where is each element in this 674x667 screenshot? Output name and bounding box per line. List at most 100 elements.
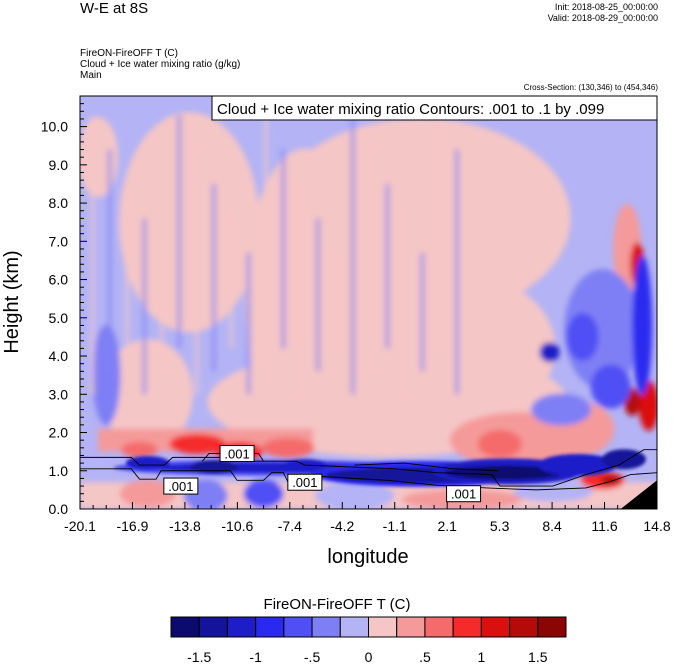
x-tick-label: -10.6 <box>221 518 253 534</box>
x-axis: -20.1 -16.9 -13.8 -10.6 -7.4 -4.2 -1.1 2.1 5.3 8.… <box>64 502 671 534</box>
y-tick-label: 3.0 <box>49 386 69 402</box>
field-streak <box>367 149 373 372</box>
contour-label-box <box>446 485 482 503</box>
field-streak <box>194 149 200 395</box>
field-streak <box>246 252 252 395</box>
colorbar-segment <box>283 616 313 638</box>
contour-line <box>354 462 499 472</box>
colorbar-tick-label: -1 <box>249 649 262 665</box>
field-streak <box>263 115 269 372</box>
field-streak <box>141 218 147 395</box>
y-tick-label: 2.0 <box>49 425 69 441</box>
x-tick-label: -20.1 <box>64 518 96 534</box>
y-tick-label: 1.0 <box>49 463 69 479</box>
x-axis-label: longitude <box>327 546 408 568</box>
contour-label-box <box>219 445 255 463</box>
field-patch <box>444 465 565 480</box>
field-patch <box>632 255 653 396</box>
field-patch <box>121 441 158 458</box>
field-streak <box>350 115 356 395</box>
field-streak <box>176 115 182 349</box>
colorbar-segment <box>339 616 369 638</box>
colorbar-segment <box>255 616 285 638</box>
x-tick-label: 8.4 <box>542 518 562 534</box>
contour-labels: .001 .001 .001 .001 <box>163 445 482 503</box>
y-tick-label: 7.0 <box>49 233 69 249</box>
contour-label-box <box>287 473 323 491</box>
cross-section-label: Cross-Section: (130,346) to (454,346) <box>523 83 658 92</box>
field-patch <box>169 433 226 454</box>
contour-label-box <box>163 477 199 495</box>
field-patch <box>125 456 170 471</box>
y-tick-label: 5.0 <box>49 310 69 326</box>
colorbar-segment <box>424 616 454 638</box>
field-streak <box>315 218 321 372</box>
field-streak <box>298 183 304 395</box>
colorbar-segment <box>509 616 539 638</box>
contour-label-text: .001 <box>292 475 317 490</box>
temperature-difference-field <box>80 96 657 509</box>
y-tick-label: 10.0 <box>41 119 68 135</box>
colorbar: -1.5 -1 -.5 0 .5 1 1.5 <box>170 616 567 665</box>
field-streak <box>402 218 408 395</box>
x-tick-label: -1.1 <box>383 518 407 534</box>
colorbar-segment <box>480 616 511 638</box>
field-patch <box>512 481 593 502</box>
terrain <box>620 480 657 509</box>
contour-label-text: .001 <box>451 487 476 502</box>
valid-time: Valid: 2018-08-29_00:00:00 <box>547 13 658 23</box>
x-tick-label: -13.8 <box>169 518 201 534</box>
contour-line <box>80 449 657 487</box>
colorbar-tick-label: 1.5 <box>528 649 548 665</box>
field-streak <box>228 218 234 349</box>
y-tick-label: 8.0 <box>49 195 69 211</box>
contour-label: .001 <box>219 445 255 463</box>
field-patch <box>270 118 571 319</box>
contour-label-text: .001 <box>168 479 193 494</box>
field-label-cloud: Cloud + Ice water mixing ratio (g/kg) <box>80 59 241 70</box>
colorbar-tick-label: -1.5 <box>187 649 211 665</box>
field-patch <box>92 325 121 426</box>
x-tick-label: 5.3 <box>490 518 510 534</box>
colorbar-segment <box>368 616 398 638</box>
field-label-temperature: FireON-FireOFF T (C) <box>80 48 178 59</box>
y-tick-label: 9.0 <box>49 157 69 173</box>
field-patch <box>600 475 621 486</box>
field-patch <box>531 393 592 426</box>
field-streak <box>419 252 425 372</box>
y-tick-label: 4.0 <box>49 348 69 364</box>
y-tick-label: 0.0 <box>49 501 69 517</box>
x-tick-label: -16.9 <box>116 518 148 534</box>
field-patch <box>590 364 631 409</box>
field-streak <box>454 149 460 395</box>
field-streak <box>124 183 130 349</box>
field-patch <box>537 454 618 477</box>
colorbar-segment <box>170 616 200 638</box>
y-tick-label: 6.0 <box>49 272 69 288</box>
contour-label: .001 <box>287 473 323 491</box>
colorbar-segment <box>537 616 567 638</box>
field-patch <box>566 312 599 361</box>
field-streak <box>332 252 338 349</box>
colorbar-tick-label: 1 <box>477 649 485 665</box>
field-patch <box>119 479 176 508</box>
field-soft-layer <box>80 112 657 509</box>
contour-legend: Cloud + Ice water mixing ratio Contours:… <box>211 95 658 121</box>
time-info: Init: 2018-08-25_00:00:00 Valid: 2018-08… <box>548 2 658 24</box>
field-patch <box>477 429 522 458</box>
contour-label-text: .001 <box>224 447 249 462</box>
x-tick-label: 11.6 <box>591 518 617 534</box>
field-streak <box>437 115 443 349</box>
colorbar-tick-label: .5 <box>419 649 431 665</box>
x-tick-label: -4.2 <box>330 518 354 534</box>
colorbar-tick-label: 0 <box>365 649 373 665</box>
colorbar-tick-label: -.5 <box>304 649 321 665</box>
field-patch <box>314 481 395 509</box>
field-streak <box>89 115 95 395</box>
colorbar-segment <box>396 616 426 638</box>
colorbar-segment <box>311 616 341 638</box>
field-streak <box>159 252 165 372</box>
field-patch <box>119 112 260 333</box>
field-streak <box>385 183 391 349</box>
